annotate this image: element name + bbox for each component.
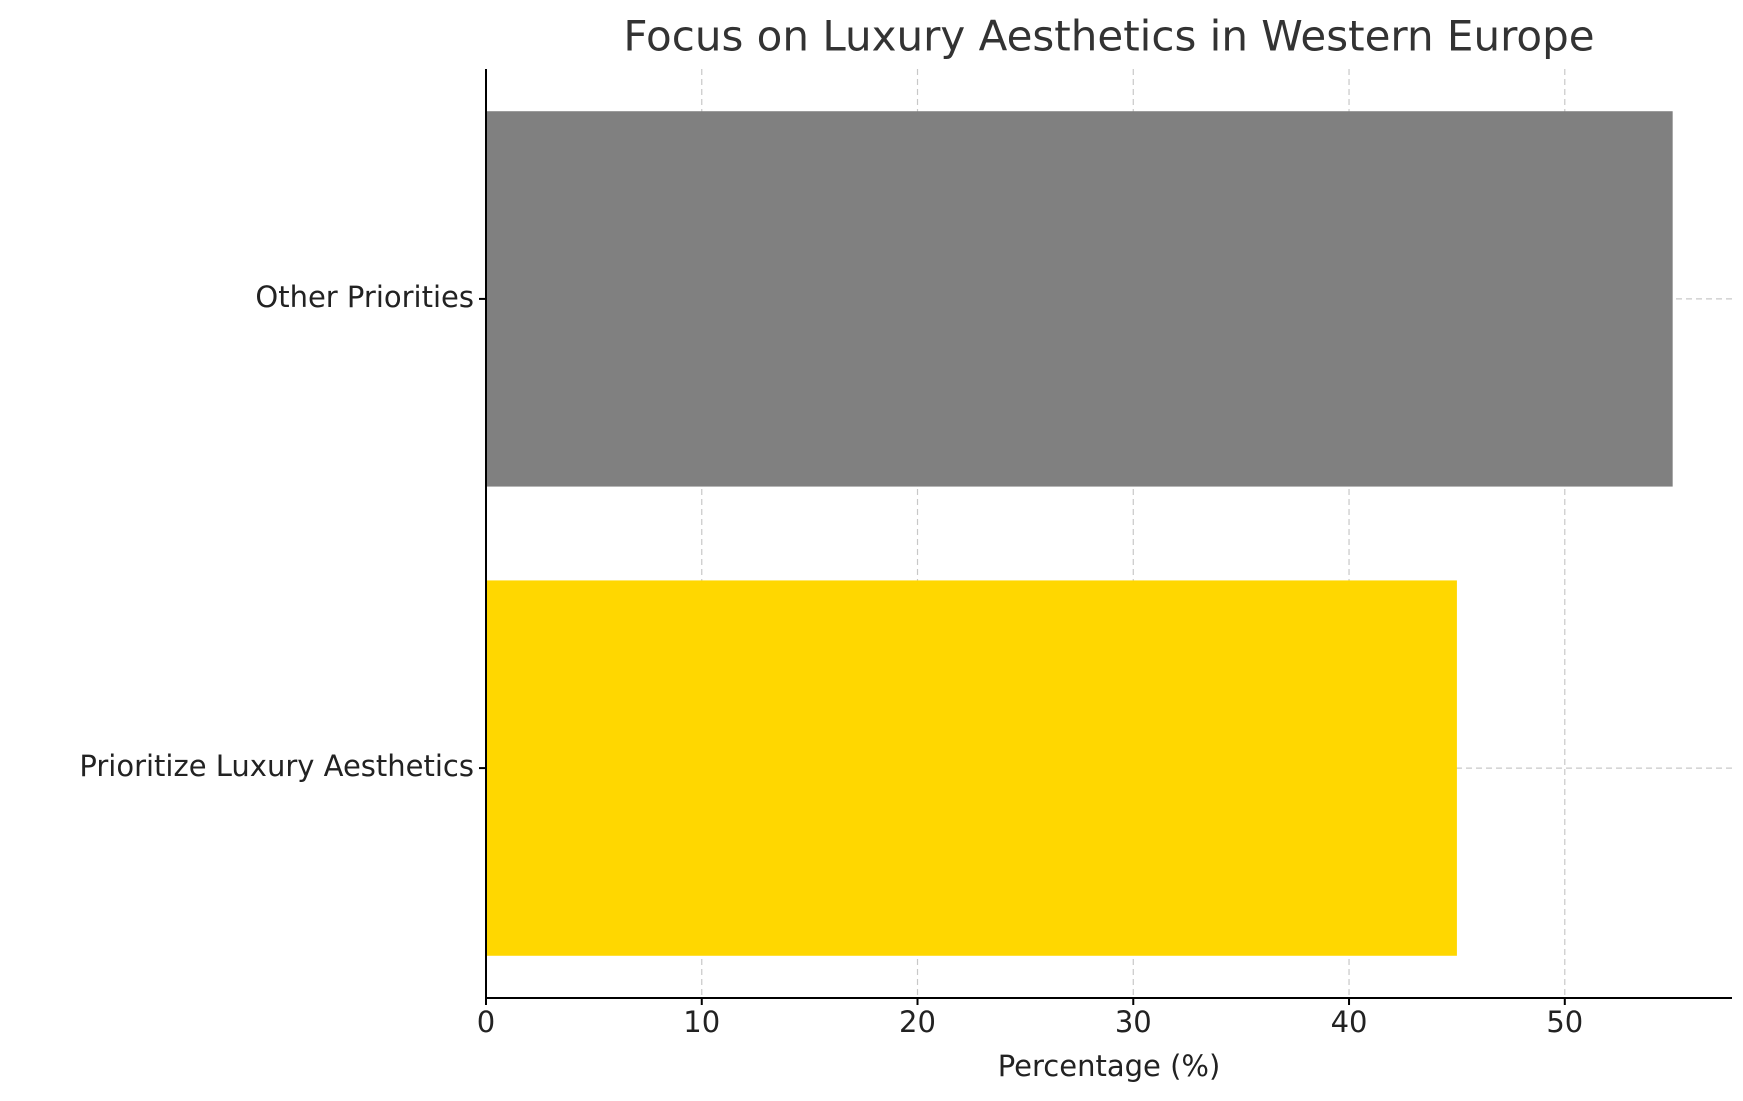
- chart-title: Focus on Luxury Aesthetics in Western Eu…: [623, 12, 1594, 61]
- bar: [486, 111, 1673, 487]
- y-tick-label: Other Priorities: [255, 280, 474, 314]
- x-tick-label: 30: [1115, 1005, 1152, 1039]
- bar: [486, 580, 1457, 956]
- x-tick-label: 10: [683, 1005, 720, 1039]
- x-tick-label: 40: [1331, 1005, 1368, 1039]
- x-tick-label: 50: [1546, 1005, 1583, 1039]
- x-tick-label: 0: [477, 1005, 495, 1039]
- x-tick-label: 20: [899, 1005, 936, 1039]
- y-tick-label: Prioritize Luxury Aesthetics: [79, 749, 474, 783]
- x-axis-label: Percentage (%): [998, 1049, 1221, 1083]
